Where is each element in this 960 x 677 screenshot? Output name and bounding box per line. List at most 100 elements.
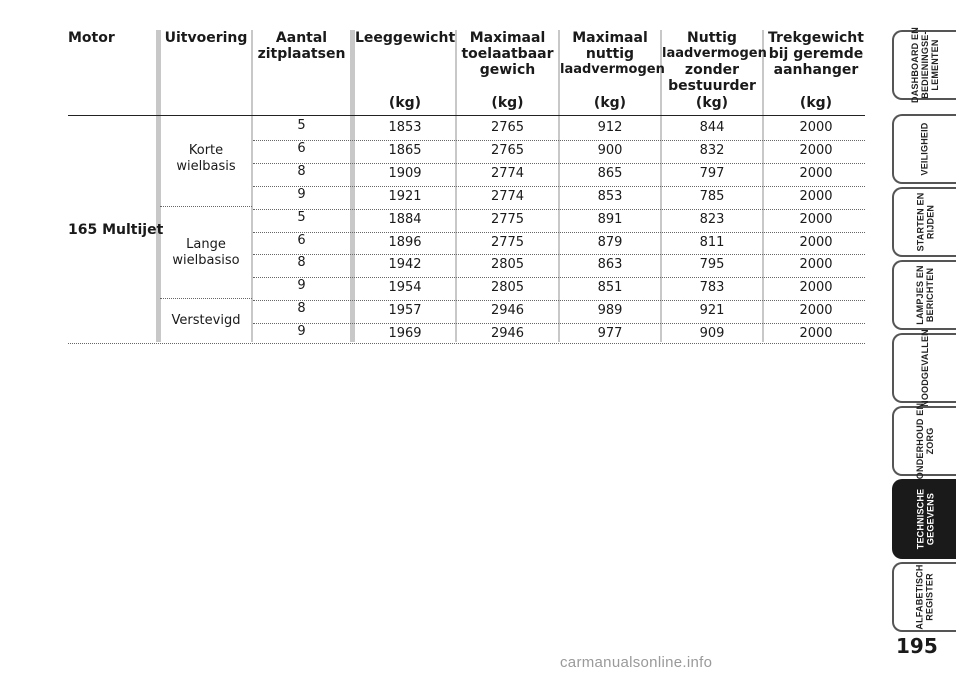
cell-max-toelaatbaar: 2946 xyxy=(490,303,525,319)
cell-nuttig-zonder: 823 xyxy=(699,211,725,227)
row-divider xyxy=(253,208,865,210)
cell-zitplaatsen: 5 xyxy=(297,209,306,225)
cell-trekgewicht: 2000 xyxy=(799,234,833,250)
variant-verstevigd: Verstevigd xyxy=(171,313,241,328)
chapter-sidebar: DASHBOARD EN BEDIENINGSE- LEMENTEN VEILI… xyxy=(884,20,960,640)
cell-nuttig-zonder: 783 xyxy=(699,280,725,296)
cell-max-nuttig: 851 xyxy=(597,280,623,296)
tab-label: TECHNISCHE GEGEVENS xyxy=(914,488,935,550)
cell-trekgewicht: 2000 xyxy=(799,188,833,204)
row-divider xyxy=(253,323,865,325)
header-motor: Motor xyxy=(68,30,115,46)
cell-nuttig-zonder: 921 xyxy=(699,303,725,319)
cell-trekgewicht: 2000 xyxy=(799,280,833,296)
tab-label: LAMPJES EN BERICHTEN xyxy=(914,265,935,325)
table-top-rule xyxy=(68,115,865,116)
tab-lampjes-berichten[interactable]: LAMPJES EN BERICHTEN xyxy=(892,260,956,330)
unit-label: (kg) xyxy=(388,95,422,111)
cell-zitplaatsen: 8 xyxy=(297,163,306,179)
group-divider xyxy=(160,298,252,299)
header-max-nuttig: Maximaal nuttig laadvermogen xyxy=(560,30,665,77)
header-zitplaatsen: Aantal zitplaatsen xyxy=(257,30,346,62)
cell-max-toelaatbaar: 2765 xyxy=(490,142,525,158)
header-nuttig-zonder: Nuttig laadvermogen zonder bestuurder xyxy=(662,30,767,94)
cell-max-toelaatbaar: 2774 xyxy=(490,165,525,181)
cell-leeggewicht: 1942 xyxy=(388,257,422,273)
unit-label: (kg) xyxy=(491,95,524,111)
cell-max-nuttig: 853 xyxy=(597,188,623,204)
cell-trekgewicht: 2000 xyxy=(799,211,833,227)
row-divider xyxy=(253,231,865,233)
cell-zitplaatsen: 8 xyxy=(297,255,306,271)
cell-leeggewicht: 1884 xyxy=(388,211,422,227)
cell-nuttig-zonder: 811 xyxy=(699,234,725,250)
cell-zitplaatsen: 6 xyxy=(297,140,306,156)
tab-alfabetisch-register[interactable]: ALFABETISCH REGISTER xyxy=(892,562,956,632)
cell-leeggewicht: 1969 xyxy=(388,326,422,342)
tab-starten-rijden[interactable]: STARTEN EN RIJDEN xyxy=(892,187,956,257)
cell-max-nuttig: 900 xyxy=(597,142,623,158)
motor-name: 165 Multijet xyxy=(68,222,164,238)
cell-zitplaatsen: 9 xyxy=(297,186,306,202)
cell-zitplaatsen: 9 xyxy=(297,278,306,294)
cell-max-nuttig: 865 xyxy=(597,165,623,181)
header-max-toelaatbaar: Maximaal toelaatbaar gewich xyxy=(461,30,554,78)
tab-veiligheid[interactable]: VEILIGHEID xyxy=(892,114,956,184)
cell-leeggewicht: 1865 xyxy=(388,142,422,158)
cell-trekgewicht: 2000 xyxy=(799,257,833,273)
row-divider xyxy=(253,300,865,302)
cell-zitplaatsen: 9 xyxy=(297,324,306,340)
tab-onderhoud-zorg[interactable]: ONDERHOUD EN ZORG xyxy=(892,402,956,480)
cell-max-nuttig: 863 xyxy=(597,257,623,273)
cell-max-toelaatbaar: 2765 xyxy=(490,120,525,135)
cell-nuttig-zonder: 797 xyxy=(699,165,725,181)
cell-leeggewicht: 1853 xyxy=(388,120,422,135)
tab-dashboard[interactable]: DASHBOARD EN BEDIENINGSE- LEMENTEN xyxy=(892,27,956,103)
header-leeggewicht: Leeggewicht xyxy=(355,30,456,46)
header-uitvoering: Uitvoering xyxy=(164,30,248,46)
unit-label: (kg) xyxy=(593,95,627,111)
cell-nuttig-zonder: 785 xyxy=(699,188,725,204)
variant-lange-wielbasis: Lange wielbasiso xyxy=(172,237,240,268)
tab-technische-gegevens[interactable]: TECHNISCHE GEGEVENS xyxy=(892,479,956,559)
row-divider xyxy=(253,277,865,279)
column-separator xyxy=(156,30,161,342)
unit-label: (kg) xyxy=(695,95,729,111)
cell-leeggewicht: 1909 xyxy=(388,165,422,181)
tab-label: ONDERHOUD EN ZORG xyxy=(915,402,935,480)
variant-korte-wielbasis: Korte wielbasis xyxy=(176,143,236,174)
cell-max-toelaatbaar: 2774 xyxy=(490,188,525,204)
watermark: carmanualsonline.info xyxy=(560,654,713,671)
group-divider xyxy=(160,206,252,207)
cell-max-nuttig: 891 xyxy=(597,211,623,227)
row-divider xyxy=(253,185,865,187)
cell-trekgewicht: 2000 xyxy=(799,165,833,181)
table-bottom-rule xyxy=(68,343,865,344)
cell-trekgewicht: 2000 xyxy=(799,142,833,158)
row-divider xyxy=(253,254,865,256)
cell-max-toelaatbaar: 2775 xyxy=(490,211,525,227)
tab-label: DASHBOARD EN BEDIENINGSE- LEMENTEN xyxy=(910,27,940,103)
tab-label: VEILIGHEID xyxy=(919,122,930,176)
cell-max-toelaatbaar: 2805 xyxy=(490,280,525,296)
cell-max-toelaatbaar: 2805 xyxy=(490,257,525,273)
cell-zitplaatsen: 6 xyxy=(297,232,306,248)
cell-leeggewicht: 1957 xyxy=(388,303,422,319)
row-divider xyxy=(253,139,865,141)
cell-nuttig-zonder: 832 xyxy=(699,142,725,158)
unit-label: (kg) xyxy=(799,95,833,111)
tab-label: NOODGEVALLEN xyxy=(920,329,930,407)
row-divider xyxy=(253,162,865,164)
cell-max-nuttig: 879 xyxy=(597,234,623,250)
cell-zitplaatsen: 8 xyxy=(297,301,306,317)
cell-max-nuttig: 977 xyxy=(597,326,623,342)
tab-label: ALFABETISCH REGISTER xyxy=(915,564,936,630)
spec-table: Motor Uitvoering Aantal zitplaatsen Leeg… xyxy=(68,30,865,671)
tab-noodgevallen[interactable]: NOODGEVALLEN xyxy=(892,329,956,407)
cell-nuttig-zonder: 844 xyxy=(699,120,725,135)
column-separator xyxy=(251,30,253,342)
cell-nuttig-zonder: 795 xyxy=(699,257,725,273)
header-trekgewicht: Trekgewicht bij geremde aanhanger xyxy=(768,30,864,78)
cell-max-toelaatbaar: 2946 xyxy=(490,326,525,342)
page-number: 195 xyxy=(896,634,938,658)
